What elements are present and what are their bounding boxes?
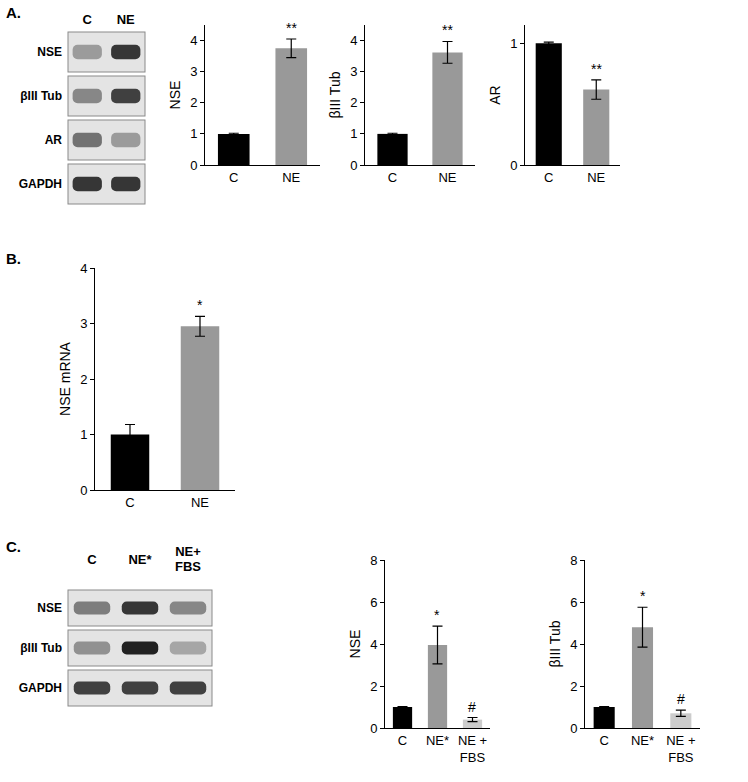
svg-text:NSE mRNA: NSE mRNA [57, 341, 73, 416]
svg-text:AR: AR [45, 133, 63, 147]
svg-text:NE +FBS: NE +FBS [458, 733, 487, 765]
svg-text:NE+FBS: NE+FBS [175, 544, 201, 574]
svg-text:βIII Tub: βIII Tub [547, 620, 563, 667]
svg-text:4: 4 [190, 33, 197, 48]
svg-text:NE: NE [282, 170, 300, 185]
svg-text:8: 8 [370, 553, 377, 568]
svg-text:βIII Tub: βIII Tub [20, 641, 62, 655]
svg-text:NSE: NSE [347, 630, 363, 659]
svg-text:NE*: NE* [426, 733, 449, 748]
svg-text:2: 2 [190, 95, 197, 110]
svg-text:GAPDH: GAPDH [19, 177, 62, 191]
svg-text:βIII Tub: βIII Tub [20, 89, 62, 103]
svg-text:2: 2 [570, 679, 577, 694]
svg-text:NSE: NSE [167, 81, 183, 110]
svg-text:NE: NE [438, 170, 456, 185]
svg-text:0: 0 [350, 158, 357, 173]
svg-text:C: C [599, 733, 608, 748]
svg-text:3: 3 [190, 64, 197, 79]
svg-text:0: 0 [370, 721, 377, 736]
svg-text:2: 2 [80, 372, 87, 387]
svg-text:*: * [434, 607, 440, 623]
svg-text:4: 4 [370, 637, 377, 652]
svg-text:**: ** [591, 61, 602, 77]
svg-text:2: 2 [370, 679, 377, 694]
svg-text:NE: NE [191, 495, 209, 510]
svg-text:NSE: NSE [37, 45, 62, 59]
svg-text:C: C [83, 12, 93, 27]
svg-text:6: 6 [570, 595, 577, 610]
svg-text:NE*: NE* [128, 552, 152, 567]
svg-text:1: 1 [190, 126, 197, 141]
svg-text:0: 0 [190, 158, 197, 173]
svg-text:C: C [398, 733, 407, 748]
svg-text:**: ** [286, 20, 297, 36]
svg-text:0: 0 [80, 483, 87, 498]
svg-text:3: 3 [80, 316, 87, 331]
svg-text:3: 3 [350, 64, 357, 79]
svg-text:4: 4 [350, 33, 357, 48]
svg-text:C: C [229, 170, 238, 185]
svg-text:NE: NE [117, 12, 135, 27]
svg-text:C: C [388, 170, 397, 185]
svg-text:**: ** [442, 22, 453, 38]
svg-text:8: 8 [570, 553, 577, 568]
svg-text:*: * [197, 297, 203, 313]
svg-text:NSE: NSE [37, 601, 62, 615]
svg-text:1: 1 [350, 126, 357, 141]
svg-text:A.: A. [6, 4, 21, 21]
svg-text:C: C [125, 495, 134, 510]
svg-text:NE +FBS: NE +FBS [666, 733, 695, 765]
svg-text:2: 2 [350, 95, 357, 110]
svg-text:#: # [468, 699, 476, 715]
svg-text:AR: AR [487, 85, 503, 104]
svg-text:1: 1 [510, 36, 517, 51]
svg-text:GAPDH: GAPDH [19, 681, 62, 695]
svg-text:4: 4 [80, 261, 87, 276]
svg-text:C.: C. [6, 538, 21, 555]
svg-text:βIII Tub: βIII Tub [327, 71, 343, 118]
svg-text:0: 0 [510, 158, 517, 173]
svg-text:#: # [677, 691, 685, 707]
svg-text:C: C [544, 170, 553, 185]
svg-text:0: 0 [570, 721, 577, 736]
svg-text:6: 6 [370, 595, 377, 610]
svg-text:NE*: NE* [631, 733, 654, 748]
svg-text:NE: NE [587, 170, 605, 185]
svg-text:C: C [87, 552, 97, 567]
svg-text:4: 4 [570, 637, 577, 652]
svg-text:B.: B. [6, 250, 21, 267]
svg-text:*: * [640, 588, 646, 604]
svg-text:1: 1 [80, 427, 87, 442]
